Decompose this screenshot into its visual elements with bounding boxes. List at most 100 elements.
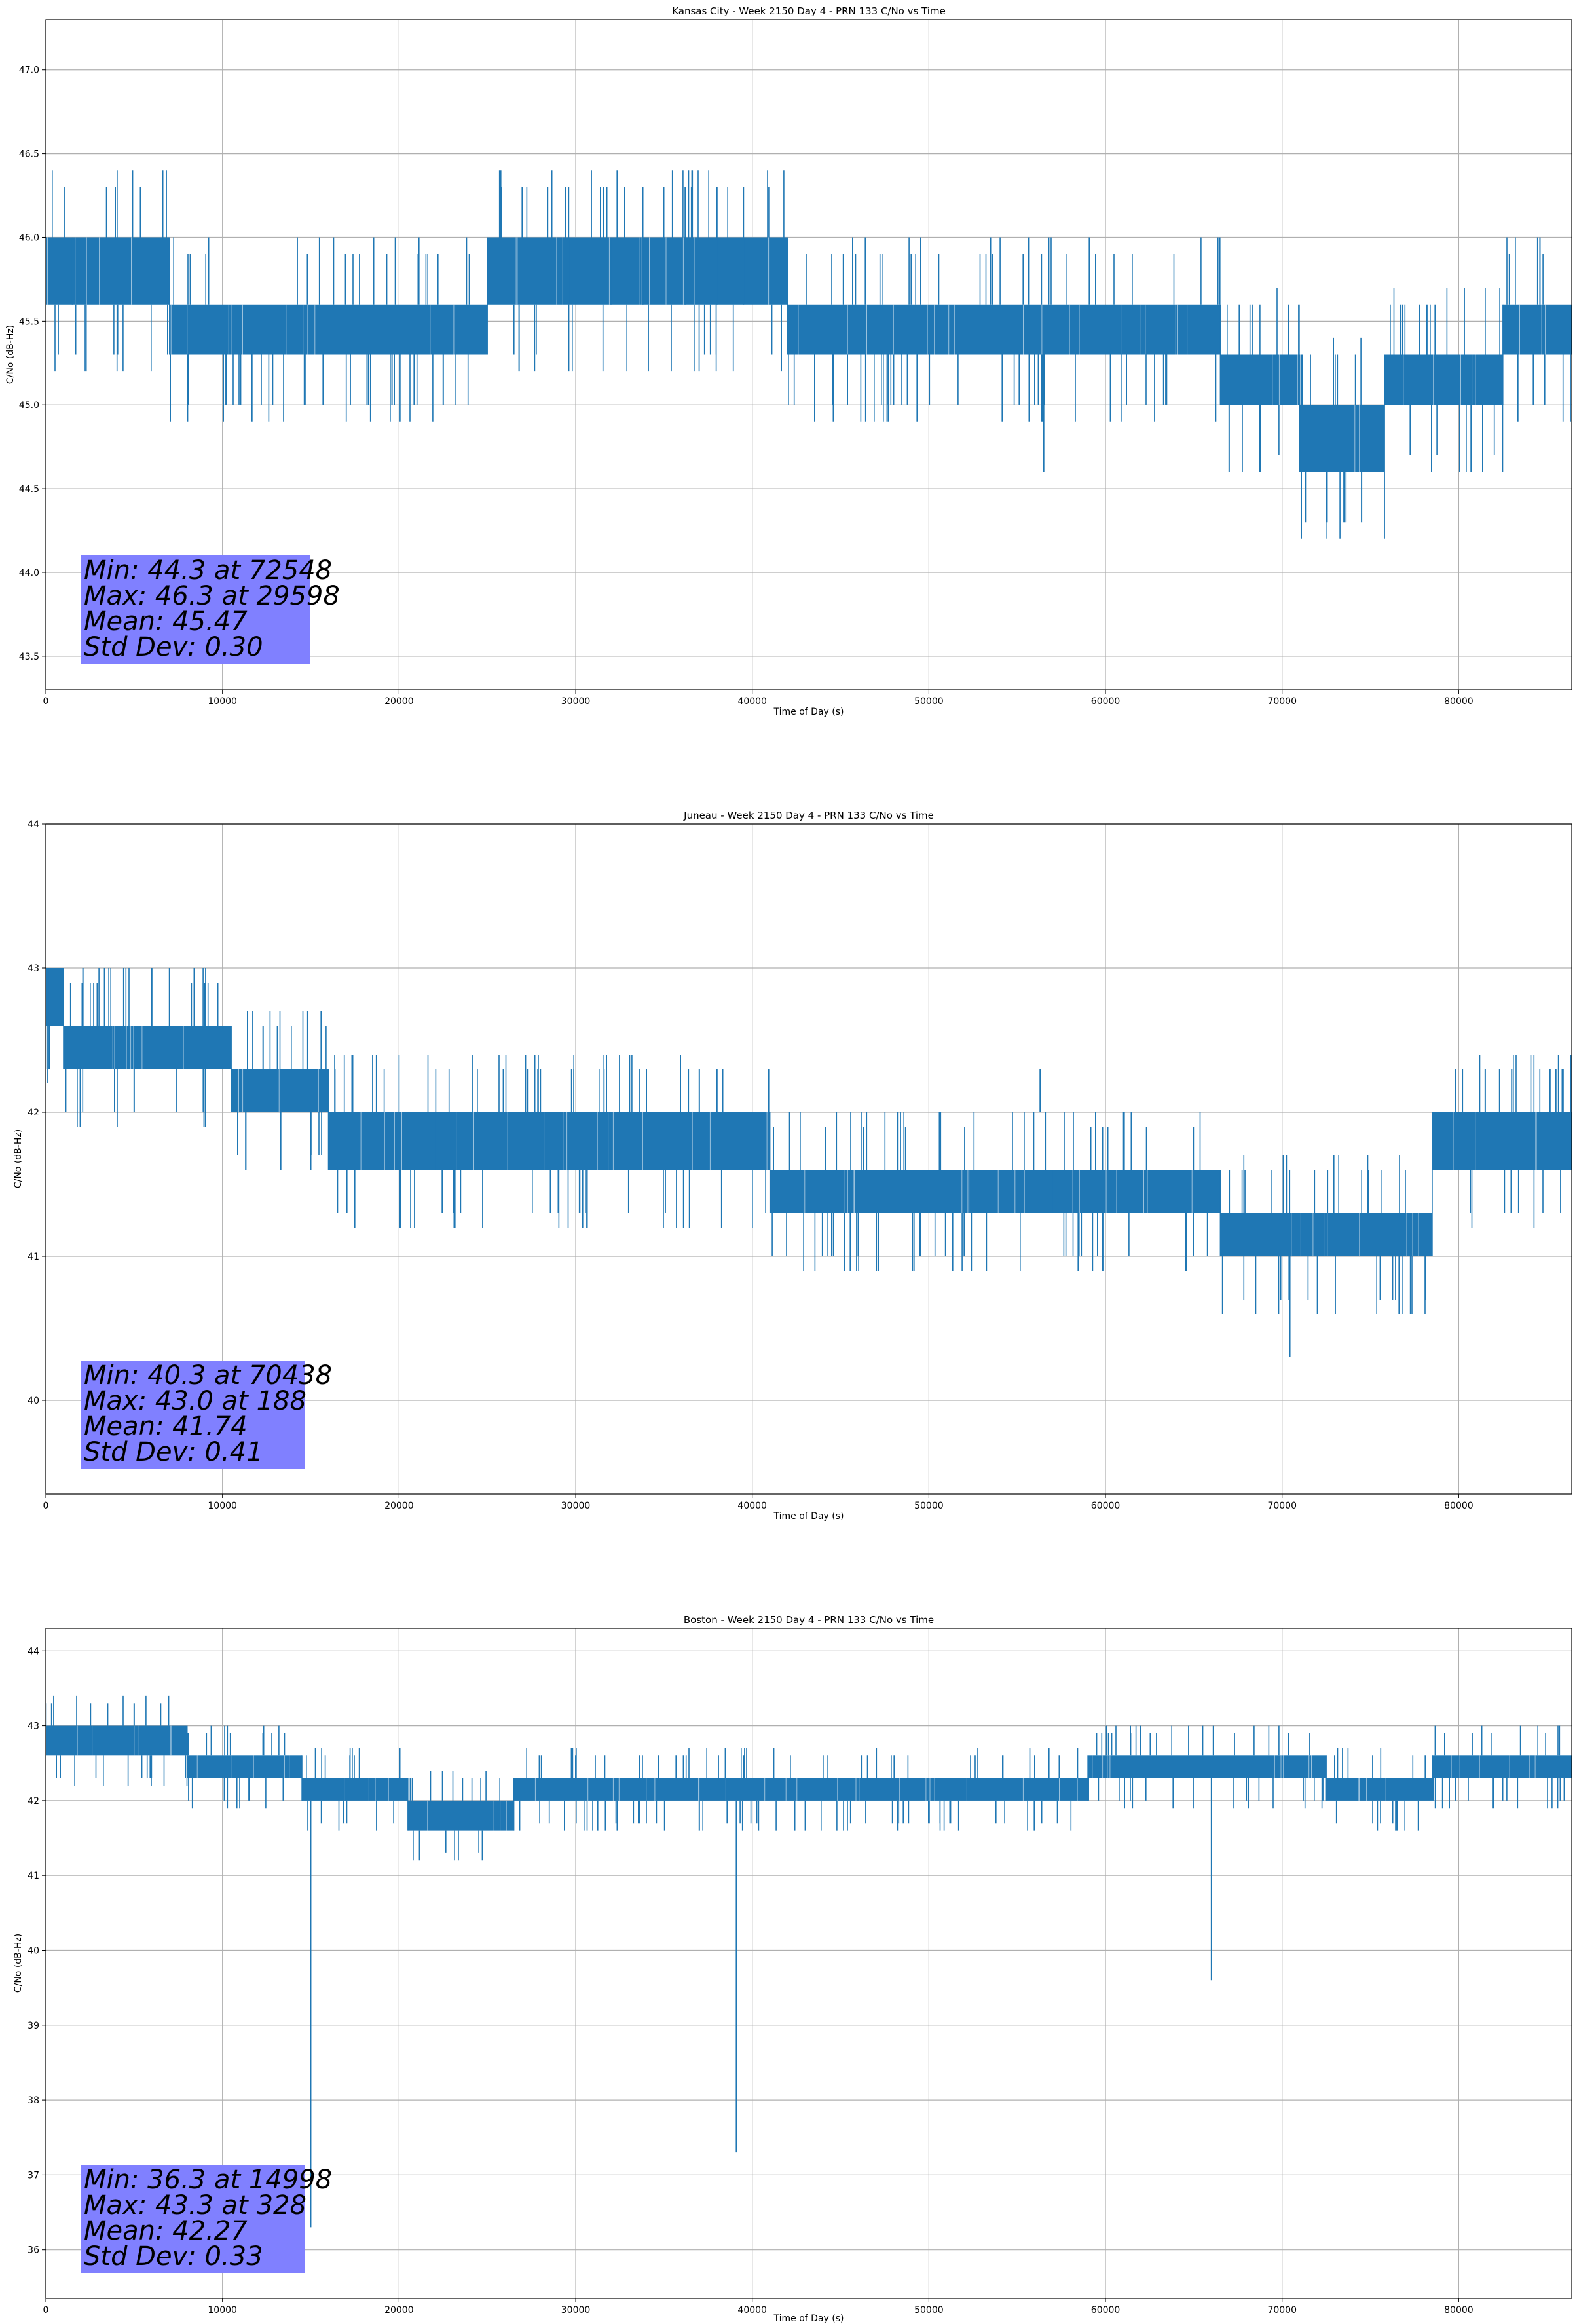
stats-min: Min: 40.3 at 70438: [84, 1360, 332, 1391]
x-axis-label: Time of Day (s): [773, 707, 844, 717]
signal-band: [1220, 1213, 1432, 1256]
y-tick-label: 46.5: [19, 149, 39, 160]
signal-gap: [344, 1778, 389, 1801]
chart-panel-juneau: Juneau - Week 2150 Day 4 - PRN 133 C/No …: [13, 810, 1572, 1522]
signal-band: [46, 237, 73, 305]
signal-band: [770, 1170, 1053, 1213]
y-tick-label: 43.5: [19, 652, 39, 662]
x-tick-label: 40000: [737, 2305, 767, 2315]
signal-band: [1220, 354, 1300, 405]
x-tick-label: 30000: [561, 1501, 591, 1511]
y-tick-label: 40: [28, 1396, 39, 1406]
x-tick-label: 60000: [1091, 2305, 1121, 2315]
y-tick-label: 41: [28, 1252, 39, 1262]
signal-gap: [1358, 1778, 1386, 1801]
plot-frame: [45, 823, 1572, 1495]
signal-gap: [170, 304, 455, 355]
y-tick-label: 44: [28, 1646, 39, 1657]
signal-jitter: [1390, 288, 1504, 472]
x-tick-label: 0: [43, 696, 49, 707]
signal-jitter: [187, 1725, 286, 1809]
y-tick-label: 46.0: [19, 233, 39, 243]
y-tick-label: 43: [28, 964, 39, 974]
signal-gap: [196, 1755, 290, 1778]
signal-jitter: [409, 1771, 500, 1861]
x-tick-label: 50000: [914, 1501, 944, 1511]
y-tick-label: 47.0: [19, 66, 39, 76]
signal-gap: [1403, 354, 1476, 405]
y-tick-label: 36: [28, 2245, 39, 2256]
stats-min: Min: 36.3 at 14998: [84, 2165, 332, 2195]
y-axis-label: C/No (dB-Hz): [13, 1129, 24, 1188]
signal-jitter: [616, 170, 785, 372]
signal-gap: [1272, 354, 1298, 405]
x-axis-label: Time of Day (s): [773, 1511, 844, 1522]
plot-frame: [45, 1628, 1572, 2299]
stats-box-background: [81, 2165, 305, 2273]
signal-band: [328, 1112, 435, 1170]
y-tick-label: 45.5: [19, 316, 39, 327]
x-tick-label: 60000: [1091, 1501, 1121, 1511]
signal-band: [63, 1026, 232, 1069]
chart-panel-kansas-city: Kansas City - Week 2150 Day 4 - PRN 133 …: [5, 5, 1572, 717]
x-tick-label: 50000: [914, 696, 944, 707]
stats-max: Max: 46.3 at 29598: [84, 581, 340, 611]
y-tick-label: 39: [28, 2021, 39, 2031]
stats-box-background: [81, 1361, 305, 1469]
signal-band: [1088, 1755, 1327, 1778]
x-tick-label: 30000: [561, 696, 591, 707]
stats-mean: Mean: 42.27: [84, 2216, 248, 2246]
signal-band: [231, 1069, 329, 1112]
chart-title: Kansas City - Week 2150 Day 4 - PRN 133 …: [672, 5, 946, 17]
signal-gap: [75, 237, 132, 305]
x-tick-label: 0: [43, 1501, 49, 1511]
x-tick-label: 60000: [1091, 696, 1121, 707]
signal-gap: [798, 304, 1188, 355]
signal-band: [1384, 354, 1503, 405]
plot-frame: [45, 19, 1572, 690]
stats-std-dev: Std Dev: 0.41: [84, 1437, 263, 1467]
signal-gap: [804, 1170, 1025, 1213]
signal-gap: [427, 1800, 507, 1831]
signal-gap: [1519, 304, 1546, 355]
signal-jitter: [498, 170, 608, 372]
signal-band: [46, 1725, 187, 1756]
x-tick-label: 80000: [1444, 2305, 1474, 2315]
stats-mean: Mean: 45.47: [84, 607, 248, 637]
signal-band: [407, 1800, 514, 1831]
signal-gap: [1453, 1112, 1537, 1170]
signal-band: [1502, 304, 1572, 355]
signal-band: [610, 237, 788, 305]
signal-jitter: [788, 237, 1221, 422]
chart-title: Boston - Week 2150 Day 4 - PRN 133 C/No …: [684, 1614, 934, 1626]
signal-gap: [515, 237, 610, 305]
signal-jitter: [1301, 337, 1385, 539]
x-tick-label: 10000: [208, 1501, 237, 1511]
signal-gap: [360, 1112, 402, 1170]
signal-gap: [639, 237, 770, 305]
signal-band: [302, 1778, 408, 1801]
x-axis-label: Time of Day (s): [773, 2314, 844, 2324]
x-tick-label: 10000: [208, 2305, 237, 2315]
signal-gap: [1291, 1213, 1419, 1256]
signal-band: [169, 304, 488, 355]
signal-band: [487, 237, 611, 305]
signal-band: [1432, 1755, 1572, 1778]
x-tick-label: 10000: [208, 696, 237, 707]
x-tick-label: 30000: [561, 2305, 591, 2315]
y-tick-label: 38: [28, 2095, 39, 2106]
signal-jitter: [1506, 237, 1571, 422]
y-tick-label: 41: [28, 1871, 39, 1881]
signal-jitter: [519, 1748, 1079, 1831]
y-tick-label: 43: [28, 1721, 39, 1732]
signal-band: [46, 968, 64, 1026]
stats-mean: Mean: 41.74: [84, 1412, 248, 1442]
x-tick-label: 0: [43, 2305, 49, 2315]
signal-jitter: [1063, 1112, 1208, 1271]
signal-gap: [1092, 1755, 1312, 1778]
signal-gap: [238, 1069, 319, 1112]
y-tick-label: 37: [28, 2170, 39, 2181]
signal-jitter: [435, 1055, 770, 1228]
signal-gap: [112, 1026, 184, 1069]
signal-jitter: [75, 170, 168, 372]
